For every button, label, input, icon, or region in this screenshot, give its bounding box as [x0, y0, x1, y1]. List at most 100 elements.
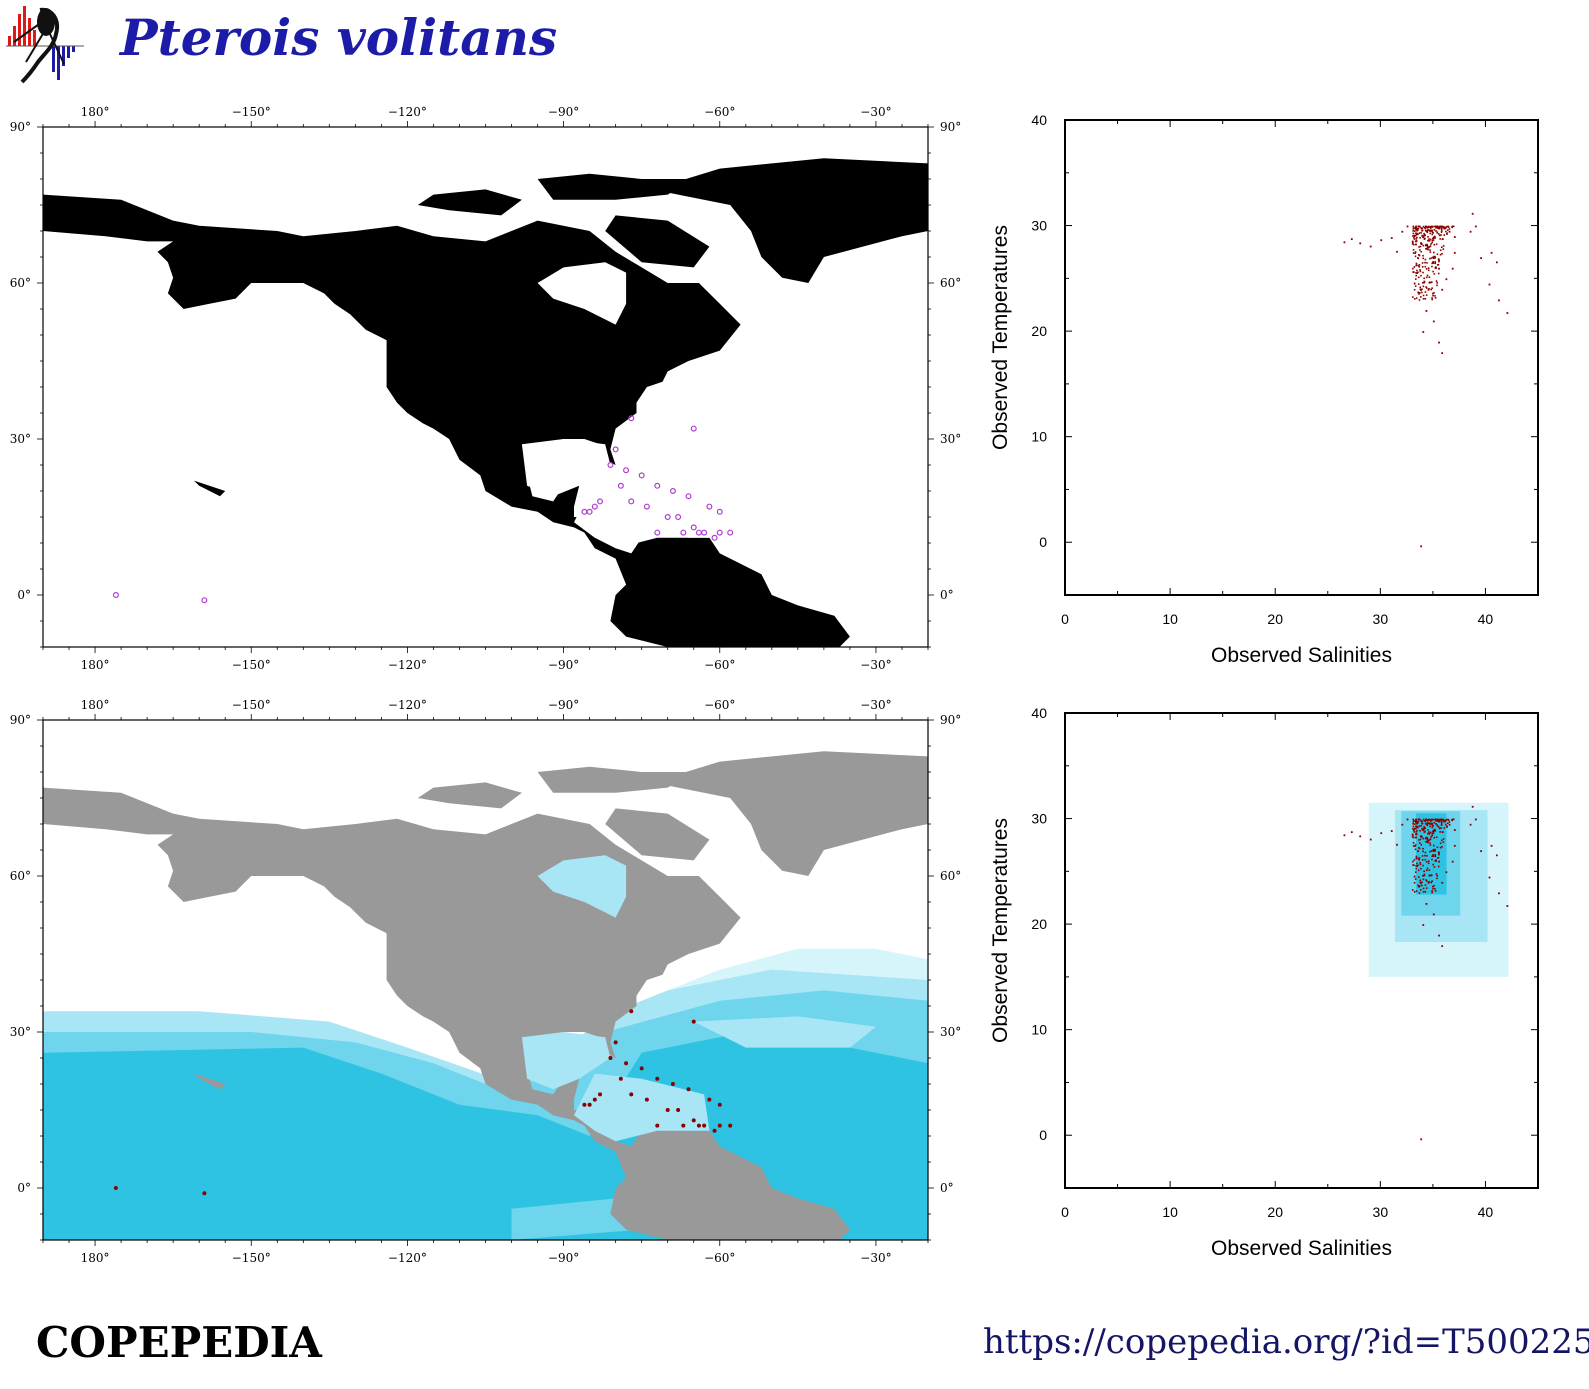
- observation-point: [1471, 805, 1474, 808]
- observation-point: [1423, 234, 1425, 237]
- observation-point: [1413, 859, 1416, 861]
- x-tick-label: 180°: [81, 658, 110, 672]
- observation-point: [1425, 879, 1427, 881]
- observation-point: [1415, 232, 1417, 235]
- observation-point: [1432, 320, 1435, 323]
- land-mass-3: [417, 189, 522, 216]
- observation-point: [1423, 280, 1426, 283]
- observation-point: [1429, 227, 1432, 229]
- observation-point: [1423, 281, 1426, 284]
- observation-point: [1413, 831, 1416, 833]
- observation-point: [1419, 245, 1422, 248]
- observation-point: [1414, 255, 1417, 258]
- x-tick-label: 40: [1478, 611, 1494, 627]
- observation-point: [1418, 886, 1420, 888]
- observation-point: [1412, 845, 1415, 847]
- x-tick-label: −90°: [548, 105, 579, 119]
- observation-point: [1420, 243, 1423, 245]
- observation-point: [1413, 827, 1416, 830]
- observation-point: [1419, 881, 1422, 884]
- observation-point: [1445, 871, 1448, 874]
- observation-point: [1436, 232, 1439, 234]
- observation-point: [1380, 832, 1383, 835]
- observation-point: [1426, 838, 1429, 840]
- record-point: [664, 514, 671, 521]
- observation-point: [1443, 820, 1446, 823]
- observation-point: [1411, 243, 1414, 245]
- observation-point: [1412, 825, 1415, 828]
- ts-bottom-chart: 0 10 20 30 40 0 10 20 30 40 Observed Salinities Obs…: [989, 705, 1539, 1260]
- observation-point: [1412, 225, 1415, 228]
- record-point: [680, 529, 687, 536]
- observation-point: [1441, 881, 1444, 884]
- observation-point: [1453, 251, 1456, 254]
- observation-point: [1440, 234, 1442, 236]
- record-point: [591, 503, 598, 510]
- observation-point: [1433, 836, 1436, 839]
- observation-point: [1421, 855, 1424, 857]
- y-tick-label: 30: [1031, 218, 1047, 234]
- observation-point: [1428, 287, 1430, 290]
- observation-point: [1422, 837, 1425, 840]
- observation-point: [1426, 230, 1428, 232]
- observation-point: [1419, 861, 1421, 864]
- site-url-link[interactable]: https://copepedia.org/?id=T5002257: [983, 1322, 1589, 1362]
- observation-point: [1429, 238, 1432, 241]
- observation-point: [1431, 287, 1433, 289]
- observation-point: [1418, 249, 1421, 251]
- x-tick-label: 10: [1162, 1204, 1178, 1220]
- observation-point: [1431, 826, 1434, 829]
- observation-point: [1431, 880, 1433, 882]
- observation-point: [1453, 829, 1456, 831]
- record-point: [598, 1092, 603, 1097]
- observation-point: [1416, 272, 1419, 274]
- observation-point: [1428, 874, 1431, 877]
- observation-point: [1424, 265, 1427, 268]
- record-point: [695, 529, 702, 536]
- observation-point: [1441, 252, 1443, 255]
- observation-point: [1411, 296, 1414, 298]
- observation-point: [1433, 884, 1435, 887]
- observation-point: [1425, 247, 1428, 250]
- observation-point: [1432, 832, 1435, 834]
- observation-point: [1431, 834, 1433, 837]
- observation-point: [1436, 825, 1439, 827]
- observation-point: [1448, 230, 1451, 233]
- observation-point: [1423, 831, 1426, 834]
- observation-point: [1441, 945, 1444, 948]
- observation-point: [1429, 850, 1431, 853]
- observation-point: [1420, 545, 1423, 548]
- observation-point: [1418, 846, 1420, 849]
- observation-point: [1421, 820, 1423, 823]
- observation-point: [1418, 857, 1421, 859]
- observation-point: [1419, 863, 1422, 866]
- land-mass-3: [417, 782, 522, 809]
- observation-point: [1430, 850, 1433, 852]
- observation-point: [1414, 252, 1416, 255]
- observation-point: [1431, 855, 1434, 858]
- observation-point: [1439, 831, 1441, 833]
- x-tick-label: 30: [1373, 1204, 1389, 1220]
- observation-point: [1429, 831, 1432, 834]
- y-tick-label: 30°: [10, 432, 31, 446]
- observation-point: [1413, 271, 1415, 273]
- observation-point: [1414, 848, 1417, 851]
- observation-point: [1432, 850, 1435, 853]
- observation-point: [1421, 288, 1423, 291]
- record-point: [716, 508, 723, 515]
- observation-point: [1417, 850, 1419, 853]
- observation-point: [1416, 825, 1418, 828]
- record-point: [670, 1082, 675, 1086]
- observation-point: [1421, 875, 1424, 877]
- observation-point: [1427, 841, 1429, 844]
- observation-point: [1438, 934, 1440, 937]
- observation-point: [1429, 226, 1432, 228]
- observation-point: [1413, 828, 1416, 831]
- observation-point: [1427, 839, 1430, 842]
- observation-point: [1412, 821, 1415, 823]
- record-point: [654, 482, 661, 489]
- land-mass-0: [43, 194, 850, 647]
- observation-point: [1448, 228, 1451, 230]
- observation-point: [1474, 225, 1477, 228]
- observation-point: [1415, 225, 1417, 228]
